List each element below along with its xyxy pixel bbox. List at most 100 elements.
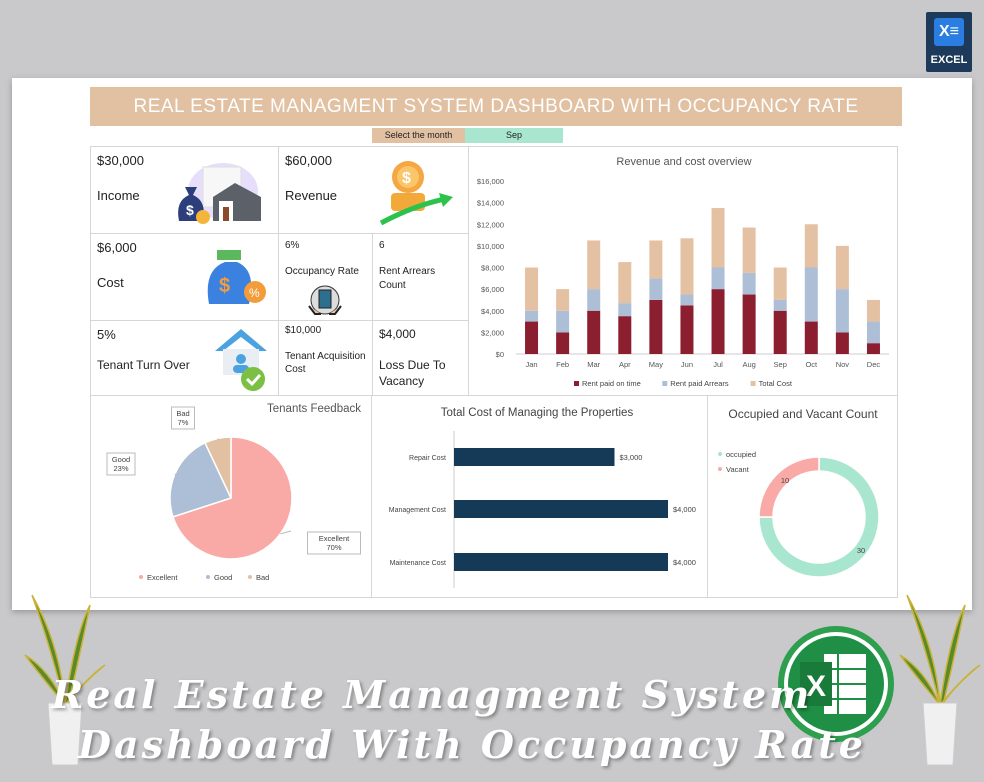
legend-swatch (248, 575, 252, 579)
data-label-value: 70% (326, 543, 341, 552)
legend-swatch (718, 452, 722, 456)
y-tick-label: $8,000 (481, 264, 504, 273)
data-label: $3,000 (620, 453, 643, 462)
bar-rent-paid-arrears (835, 289, 849, 333)
banner-title-line1: Real Estate Managment System (51, 672, 813, 717)
pie-slice-good (169, 441, 233, 518)
bar-rent-paid-on-time (680, 305, 694, 354)
y-tick-label: $4,000 (481, 307, 504, 316)
bar-total-cost (773, 267, 787, 300)
chart-title: Occupied and Vacant Count (728, 407, 878, 421)
x-tick-label: Jan (525, 360, 537, 369)
data-label-box (307, 531, 361, 555)
data-label-name: Excellent (319, 534, 350, 543)
data-label: 10 (781, 476, 789, 485)
bar-rent-paid-on-time (618, 316, 632, 354)
bar-total-cost (587, 240, 601, 290)
chart-title: Revenue and cost overview (616, 156, 751, 168)
bar-rent-paid-arrears (556, 310, 570, 333)
kpi-label: Income (97, 188, 140, 203)
data-label-name: Bad (176, 409, 189, 418)
data-label-box (106, 452, 136, 476)
data-label: $4,000 (673, 505, 696, 514)
bar-rent-paid-arrears (773, 299, 787, 311)
legend-label: Rent paid Arrears (670, 379, 729, 388)
svg-text:%: % (249, 286, 260, 300)
x-tick-label: Mar (587, 360, 600, 369)
y-tick-label: Repair Cost (409, 455, 446, 462)
kpi-label: Rent Arrears Count (379, 266, 436, 291)
house-check-icon (215, 329, 267, 391)
kpi-value: $30,000 (97, 153, 144, 168)
management-cost-chart: Total Cost of Managing the Properties Rep… (371, 395, 708, 598)
x-tick-label: Oct (805, 360, 818, 369)
donut-slice-vacant (758, 456, 820, 518)
y-tick-label: $10,000 (477, 242, 504, 251)
data-label-box (171, 406, 195, 430)
bar-rent-paid-arrears (680, 294, 694, 306)
x-tick-label: Jun (681, 360, 693, 369)
bar-total-cost (835, 245, 849, 290)
svg-text:$: $ (219, 275, 230, 297)
legend-swatch (206, 575, 210, 579)
kpi-value: 6% (285, 240, 300, 251)
legend-label: Good (214, 573, 232, 582)
bar-total-cost (804, 224, 818, 268)
kpi-income: $30,000 Income $ (90, 146, 279, 234)
kpi-label: Tenant Acquisition Cost (285, 351, 366, 375)
bar-rent-paid-arrears (649, 278, 663, 300)
money-bag-icon: $% (207, 250, 266, 304)
legend-label: Total Cost (759, 379, 793, 388)
bar-rent-paid-on-time (587, 310, 601, 354)
plant-right-decoration (899, 594, 981, 766)
x-tick-label: Aug (742, 360, 755, 369)
bar-rent-paid-on-time (835, 332, 849, 354)
data-label: 30 (857, 546, 865, 555)
excel-badge: X≡ EXCEL (926, 12, 972, 72)
month-select[interactable]: Sep (465, 128, 563, 143)
kpi-label: Tenant Turn Over (97, 358, 190, 372)
data-label-name: Good (112, 455, 130, 464)
legend-label: Vacant (726, 465, 750, 474)
x-tick-label: Apr (619, 360, 631, 369)
legend-label: occupied (726, 450, 756, 459)
y-tick-label: $2,000 (481, 328, 504, 337)
legend-label: Rent paid on time (582, 379, 641, 388)
svg-text:$: $ (402, 170, 411, 187)
bar-total-cost (680, 238, 694, 295)
kpi-label: Cost (97, 275, 124, 290)
leader-line (280, 530, 292, 535)
bar-total-cost (525, 267, 539, 311)
kpi-value: $10,000 (285, 325, 322, 336)
kpi-cost: $6,000 Cost $% (90, 233, 279, 321)
bar-total-cost (556, 289, 570, 311)
bar-rent-paid-arrears (866, 321, 880, 344)
svg-text:$: $ (186, 202, 194, 218)
kpi-vacancy-loss: $4,000 Loss Due To Vacancy (372, 320, 469, 396)
pie-slice-excellent (172, 436, 293, 560)
chart-title: Total Cost of Managing the Properties (441, 407, 634, 419)
kpi-label: Revenue (285, 188, 338, 203)
bar-total-cost (649, 240, 663, 279)
excel-logo-icon: X (778, 626, 894, 742)
tenants-feedback-chart: Tenants Feedback Excellent 70% Good 23% Bad 7%… (90, 395, 372, 598)
svg-text:X: X (806, 670, 826, 703)
bar-rent-paid-on-time (649, 299, 663, 354)
y-tick-label: $14,000 (477, 199, 504, 208)
legend-label: Excellent (147, 573, 178, 582)
bar-rent-paid-arrears (742, 272, 756, 295)
bar-rent-paid-on-time (525, 321, 539, 354)
x-tick-label: Feb (556, 360, 569, 369)
kpi-acquisition-cost: $10,000 Tenant Acquisition Cost (278, 320, 373, 396)
occupancy-donut-chart: Occupied and Vacant Count 30 10 occupied Va… (707, 395, 898, 598)
plant-left-decoration (24, 594, 106, 766)
bar-total-cost (866, 299, 880, 322)
data-label-value: 23% (113, 464, 128, 473)
dashboard-title: REAL ESTATE MANAGMENT SYSTEM DASHBOARD W… (90, 87, 902, 126)
bar-rent-paid-on-time (742, 294, 756, 354)
bar-total-cost (742, 227, 756, 273)
y-tick-label: Maintenance Cost (390, 560, 446, 567)
legend-label: Bad (256, 573, 269, 582)
kpi-label: Occupancy Rate (285, 266, 359, 277)
bar-rent-paid-on-time (711, 289, 725, 354)
